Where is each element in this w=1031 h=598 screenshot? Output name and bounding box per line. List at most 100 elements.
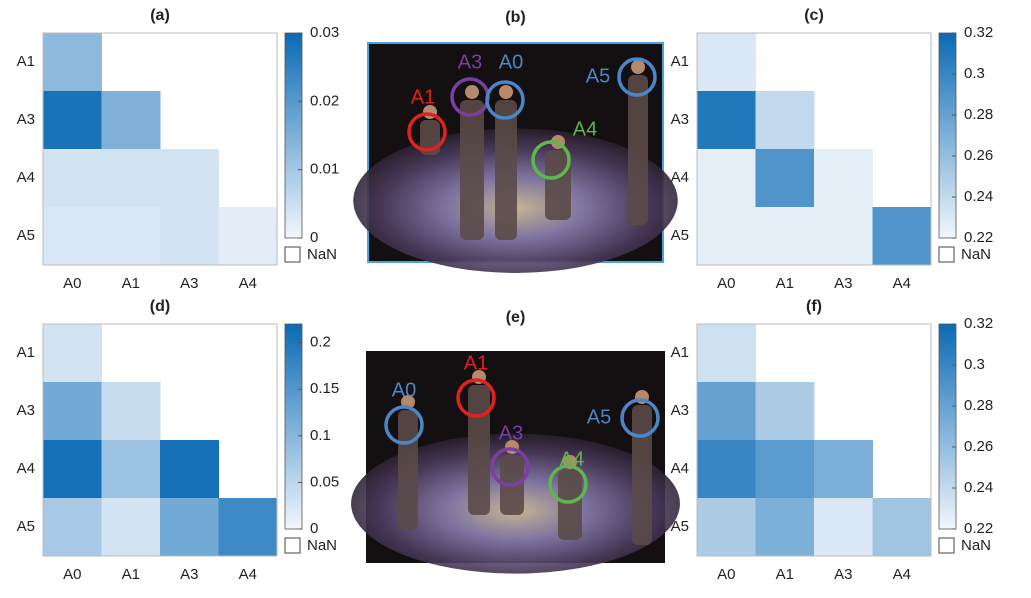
- person-body: [545, 150, 571, 220]
- person-marker: [548, 464, 588, 504]
- heat-cell: [872, 498, 932, 557]
- heat-cell: [697, 91, 756, 150]
- nan-swatch: [284, 246, 301, 263]
- colorbar-tick-label: 0.28: [964, 397, 993, 414]
- colorbar-tick-label: 0.26: [964, 147, 993, 164]
- colorbar-tick-label: 0.24: [964, 188, 993, 205]
- colorbar-tick-label: 0.32: [964, 24, 993, 41]
- heat-cell: [160, 498, 219, 557]
- person-marker: [490, 447, 530, 487]
- person-label: A5: [587, 406, 611, 428]
- row-label: A1: [671, 344, 689, 361]
- colorbar: [938, 323, 957, 530]
- row-label: A1: [17, 344, 35, 361]
- person-label: A4: [573, 118, 597, 140]
- row-label: A4: [671, 460, 689, 477]
- colorbar-tick-label: 0.22: [964, 229, 993, 246]
- heat-cell: [814, 440, 873, 499]
- heat-cell: [43, 498, 102, 557]
- nan-swatch: [284, 537, 301, 554]
- person-head: [631, 60, 645, 74]
- person-label: A1: [411, 86, 435, 108]
- heat-cell: [101, 382, 161, 441]
- heat-cell: [697, 324, 756, 383]
- heat-cell: [814, 149, 873, 208]
- column-label: A1: [122, 275, 140, 292]
- heat-cell: [755, 382, 815, 441]
- person-body: [460, 100, 484, 240]
- heat-cell: [218, 498, 278, 557]
- panel-title: (e): [506, 309, 526, 326]
- heat-cell: [43, 207, 102, 266]
- heat-cell: [101, 207, 161, 266]
- heat-cell: [43, 324, 102, 383]
- heat-cell: [755, 91, 815, 150]
- nan-label: NaN: [961, 537, 991, 554]
- colorbar-tick-label: 0.05: [310, 473, 339, 490]
- plot-frame: [696, 32, 932, 266]
- colorbar-tick-label: 0.01: [310, 161, 339, 178]
- row-label: A3: [671, 402, 689, 419]
- person-head: [465, 85, 479, 99]
- person-marker: [531, 140, 571, 180]
- heat-cell: [101, 498, 161, 557]
- column-label: A0: [63, 566, 81, 583]
- column-label: A1: [776, 275, 794, 292]
- person-marker: [485, 80, 525, 120]
- colorbar-tick-label: 0.2: [310, 334, 331, 351]
- colorbar: [284, 32, 303, 239]
- colorbar-tick-label: 0.32: [964, 315, 993, 332]
- row-label: A5: [17, 227, 35, 244]
- colorbar-tick-label: 0.3: [964, 65, 985, 82]
- heat-cell: [814, 498, 873, 557]
- heat-cell: [101, 149, 161, 208]
- colorbar-tick-label: 0: [310, 520, 318, 537]
- heat-cell: [872, 207, 932, 266]
- colorbar-tick-label: 0.3: [964, 356, 985, 373]
- person-label: A3: [499, 422, 523, 444]
- row-label: A4: [17, 169, 35, 186]
- person-label: A3: [458, 51, 482, 73]
- column-label: A1: [122, 566, 140, 583]
- heat-cell: [697, 498, 756, 557]
- person-label: A0: [392, 379, 416, 401]
- plot-frame: [42, 32, 278, 266]
- person-marker: [407, 112, 447, 152]
- column-label: A4: [239, 566, 257, 583]
- person-marker: [384, 405, 424, 445]
- colorbar: [938, 32, 957, 239]
- column-label: A3: [180, 275, 198, 292]
- heat-cell: [160, 149, 219, 208]
- panel-title: (f): [806, 298, 822, 315]
- row-label: A5: [17, 518, 35, 535]
- colorbar: [284, 323, 303, 530]
- colorbar-tick-label: 0.22: [964, 520, 993, 537]
- heat-cell: [755, 498, 815, 557]
- colorbar-tick-label: 0.15: [310, 380, 339, 397]
- row-label: A1: [17, 53, 35, 70]
- column-label: A3: [834, 566, 852, 583]
- colorbar-tick-label: 0: [310, 229, 318, 246]
- column-label: A4: [893, 566, 911, 583]
- heat-cell: [43, 440, 102, 499]
- heat-cell: [814, 207, 873, 266]
- heat-cell: [697, 382, 756, 441]
- column-label: A3: [180, 566, 198, 583]
- person-label: A0: [499, 51, 523, 73]
- column-label: A4: [239, 275, 257, 292]
- plot-frame: [696, 323, 932, 557]
- row-label: A3: [671, 111, 689, 128]
- heat-cell: [160, 207, 219, 266]
- person-marker: [620, 398, 660, 438]
- person-body: [558, 470, 582, 540]
- colorbar-tick-label: 0.03: [310, 24, 339, 41]
- column-label: A0: [717, 566, 735, 583]
- colorbar-tick-label: 0.1: [310, 427, 331, 444]
- column-label: A3: [834, 275, 852, 292]
- column-label: A0: [717, 275, 735, 292]
- colorbar-tick-label: 0.26: [964, 438, 993, 455]
- row-label: A4: [17, 460, 35, 477]
- heat-cell: [697, 207, 756, 266]
- nan-swatch: [938, 537, 955, 554]
